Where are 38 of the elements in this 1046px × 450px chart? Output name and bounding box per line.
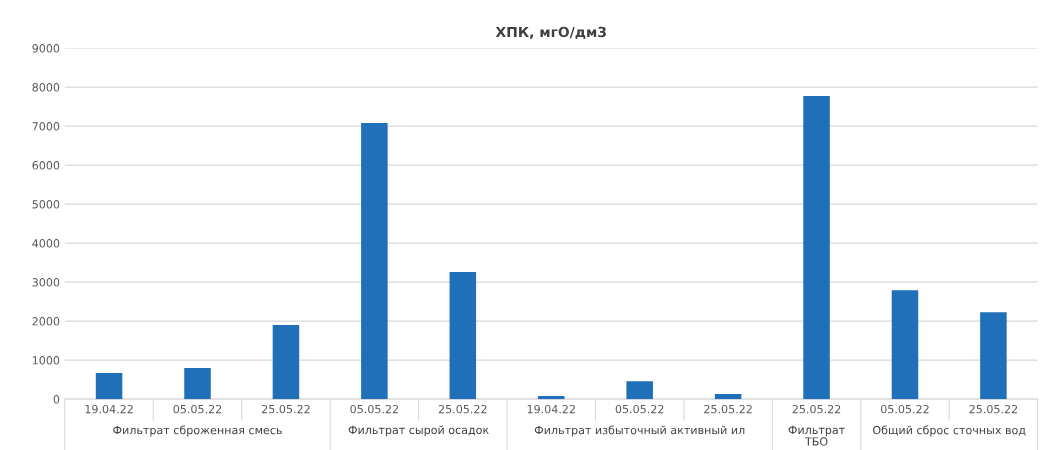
x-tick-label: 05.05.22 — [615, 404, 664, 414]
x-tick-label: 05.05.22 — [350, 404, 398, 414]
bar — [449, 272, 477, 400]
text: Фильтрат ТБО — [788, 425, 845, 446]
bar — [361, 123, 388, 400]
x-tick-label: 05.05.22 — [173, 404, 222, 414]
bar — [537, 396, 565, 400]
y-tick-label: 7000 — [32, 122, 60, 131]
y-tick-label: 6000 — [32, 161, 60, 170]
y-tick-label: 9000 — [32, 44, 60, 53]
x-tick-label: 19.04.22 — [85, 404, 133, 414]
y-tick-label: 0 — [53, 395, 60, 404]
bar — [980, 312, 1007, 400]
x-tick-label: 25.05.22 — [792, 404, 841, 414]
bar — [714, 394, 742, 400]
bar — [95, 373, 123, 400]
bar — [272, 325, 300, 400]
bar — [803, 96, 830, 400]
x-tick-label: 05.05.22 — [880, 404, 929, 414]
text: Фильтрат сброженная смесь — [113, 425, 282, 437]
text: Общий сброс сточных вод — [873, 425, 1026, 437]
y-tick-label: 1000 — [32, 356, 60, 365]
x-tick-label: 25.05.22 — [969, 404, 1018, 414]
text: Фильтрат избыточный активный ил — [534, 425, 745, 437]
x-tick-label: 25.05.22 — [704, 404, 752, 414]
text: Фильтрат сырой осадок — [348, 425, 489, 437]
x-tick-label: 19.04.22 — [527, 404, 575, 414]
bar — [626, 381, 653, 400]
bar — [184, 367, 211, 400]
y-tick-label: 2000 — [32, 317, 60, 326]
x-tick-label: 25.05.22 — [262, 404, 310, 414]
y-tick-label: 5000 — [32, 200, 60, 209]
y-tick-label: 3000 — [32, 278, 60, 287]
bar — [891, 290, 919, 400]
chart-title: ХПК, мгО/дм3 — [495, 26, 606, 40]
y-tick-label: 8000 — [32, 83, 60, 92]
y-tick-label: 4000 — [32, 239, 60, 248]
x-tick-label: 25.05.22 — [438, 404, 487, 414]
